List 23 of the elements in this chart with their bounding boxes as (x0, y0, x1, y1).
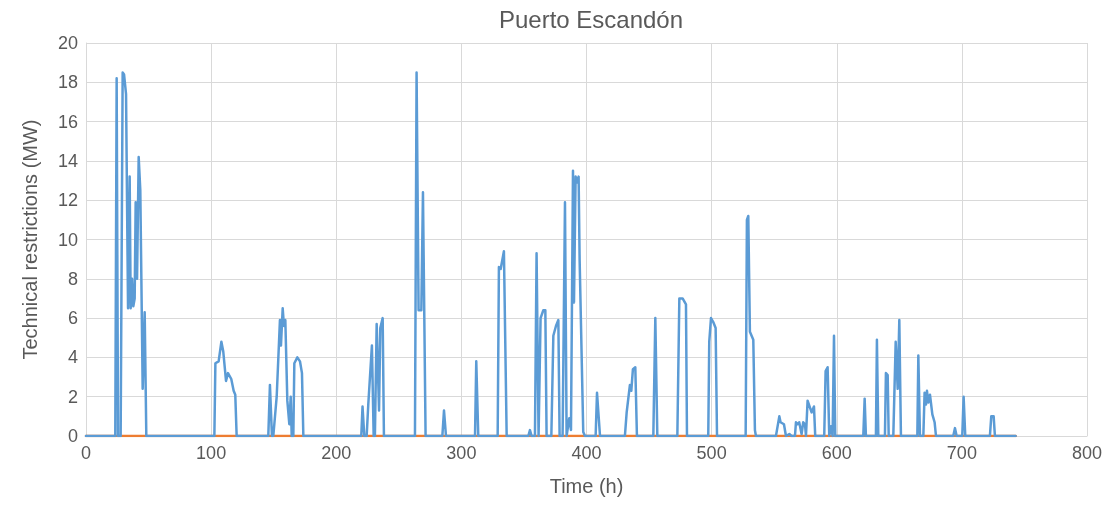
x-tick-label: 600 (821, 443, 852, 463)
chart-title: Puerto Escandón (498, 5, 684, 33)
y-tick-label: 8 (67, 268, 78, 289)
x-tick-label: 300 (446, 443, 477, 463)
x-tick-label: 200 (321, 443, 352, 463)
y-tick-label: 16 (57, 111, 78, 132)
x-axis-title: Time (h) (549, 475, 624, 497)
y-axis-title: Technical restrictions (MW) (19, 119, 41, 360)
x-tick-label: 0 (80, 443, 92, 463)
x-tick-label: 800 (1071, 443, 1103, 463)
y-tick-label: 4 (67, 347, 78, 368)
y-tick-label: 20 (57, 33, 78, 53)
y-tick-label: 2 (67, 386, 78, 407)
y-tick-label: 0 (67, 426, 78, 446)
x-tick-label: 700 (946, 443, 977, 463)
y-tick-label: 14 (57, 150, 78, 171)
y-tick-label: 18 (57, 72, 78, 93)
y-tick-label: 6 (67, 308, 78, 329)
x-tick-label: 500 (696, 443, 727, 463)
y-tick-label: 10 (57, 229, 78, 250)
x-tick-label: 100 (196, 443, 227, 463)
y-tick-label: 12 (57, 190, 78, 211)
x-tick-label: 400 (571, 443, 602, 463)
